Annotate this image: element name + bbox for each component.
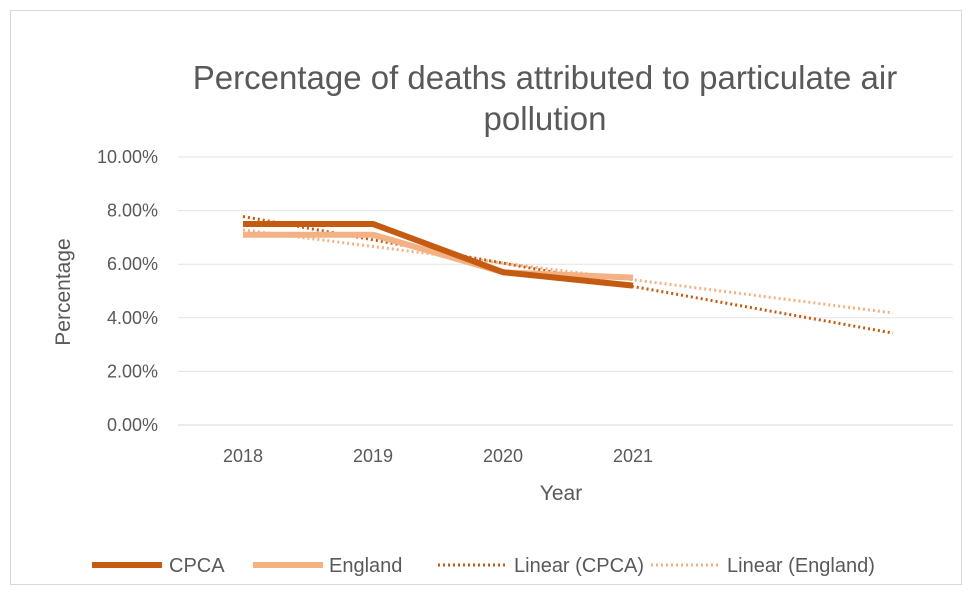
x-tick-label: 2021 xyxy=(613,446,653,466)
x-axis-title: Year xyxy=(540,482,582,505)
legend: CPCA England Linear (CPCA) Linear (Engla… xyxy=(92,555,875,577)
x-tick-label: 2019 xyxy=(353,446,393,466)
gridlines xyxy=(178,156,953,426)
y-axis-title: Percentage xyxy=(52,238,75,345)
y-tick-label: 4.00% xyxy=(107,308,158,328)
x-axis-tick-labels: 2018 2019 2020 2021 xyxy=(223,446,653,466)
y-tick-label: 2.00% xyxy=(107,361,158,381)
legend-label-england: England xyxy=(329,555,402,577)
y-axis-tick-labels: 0.00% 2.00% 4.00% 6.00% 8.00% 10.00% xyxy=(97,147,158,435)
chart-title-line-1: Percentage of deaths attributed to parti… xyxy=(193,59,897,96)
x-tick-label: 2020 xyxy=(483,446,523,466)
chart-area xyxy=(10,10,962,585)
y-tick-label: 0.00% xyxy=(107,415,158,435)
legend-label-linear-england: Linear (England) xyxy=(727,555,875,577)
y-tick-label: 6.00% xyxy=(107,254,158,274)
y-tick-label: 10.00% xyxy=(97,147,158,167)
legend-label-cpca: CPCA xyxy=(169,555,225,577)
y-tick-label: 8.00% xyxy=(107,201,158,221)
trendline-england xyxy=(242,228,894,315)
chart-title-line-2: pollution xyxy=(484,100,607,137)
x-tick-label: 2018 xyxy=(223,446,263,466)
series-lines xyxy=(243,221,634,289)
series-line-cpca xyxy=(243,221,634,289)
series-line-england xyxy=(243,231,634,281)
legend-label-linear-cpca: Linear (CPCA) xyxy=(514,555,644,577)
